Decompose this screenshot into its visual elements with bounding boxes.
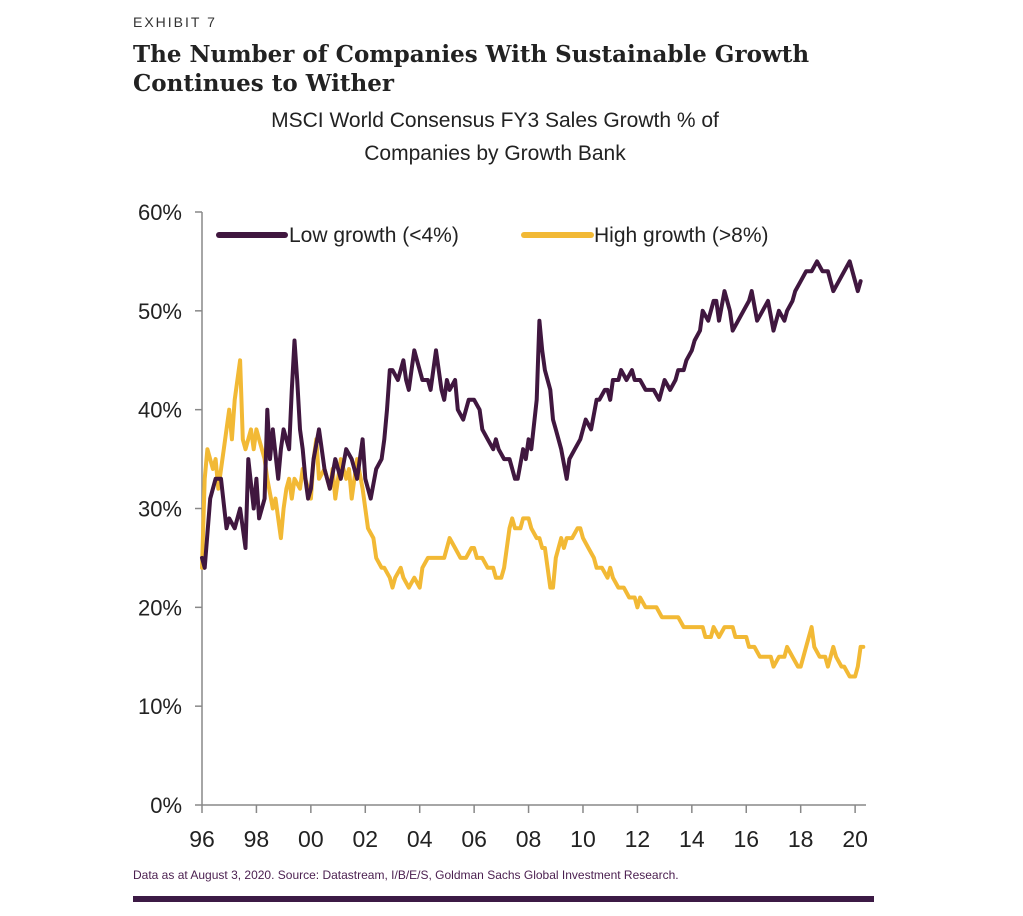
- footer-bar: [133, 896, 874, 902]
- legend-entry-low-growth-label: Low growth (<4%): [289, 224, 459, 247]
- series-line-low-growth: [200, 259, 863, 570]
- x-tick-label: 00: [298, 826, 324, 852]
- x-tick-label: 96: [189, 826, 215, 852]
- x-tick-label: 08: [516, 826, 542, 852]
- x-tick-label: 18: [788, 826, 814, 852]
- y-tick-label: 10%: [138, 694, 182, 719]
- y-tick-label: 50%: [138, 299, 182, 324]
- chart-title-line-2: Companies by Growth Bank: [364, 142, 626, 165]
- exhibit-label: EXHIBIT 7: [133, 14, 217, 30]
- x-tick-label: 12: [625, 826, 651, 852]
- series-lines: [200, 259, 866, 679]
- y-tick-label: 0%: [150, 793, 182, 818]
- chart-title: MSCI World Consensus FY3 Sales Growth % …: [190, 104, 800, 170]
- chart-title-line-1: MSCI World Consensus FY3 Sales Growth % …: [271, 109, 719, 132]
- x-axis: 96 98 00 02 04 06 08 10 12 14 16 18 20: [189, 804, 868, 852]
- y-tick-label: 30%: [138, 497, 182, 522]
- y-tick-label: 60%: [138, 200, 182, 225]
- legend: Low growth (<4%) High growth (>8%): [216, 224, 769, 247]
- x-tick-label: 04: [407, 826, 433, 852]
- series-line-high-growth: [200, 358, 866, 679]
- x-tick-label: 20: [842, 826, 868, 852]
- x-tick-label: 06: [461, 826, 487, 852]
- exhibit-heading-line-2: Continues to Wither: [133, 70, 394, 97]
- source-note: Data as at August 3, 2020. Source: Datas…: [133, 868, 679, 882]
- x-tick-label: 10: [570, 826, 596, 852]
- x-tick-label: 02: [352, 826, 378, 852]
- x-tick-label: 14: [679, 826, 705, 852]
- y-tick-label: 40%: [138, 398, 182, 423]
- legend-entry-high-growth-label: High growth (>8%): [594, 224, 769, 247]
- y-tick-label: 20%: [138, 595, 182, 620]
- y-axis: 0% 10% 20% 30% 40% 50% 60%: [138, 200, 203, 818]
- x-tick-label: 16: [733, 826, 759, 852]
- x-tick-label: 98: [244, 826, 270, 852]
- exhibit-heading: The Number of Companies With Sustainable…: [133, 40, 893, 98]
- exhibit-heading-line-1: The Number of Companies With Sustainable…: [133, 41, 810, 68]
